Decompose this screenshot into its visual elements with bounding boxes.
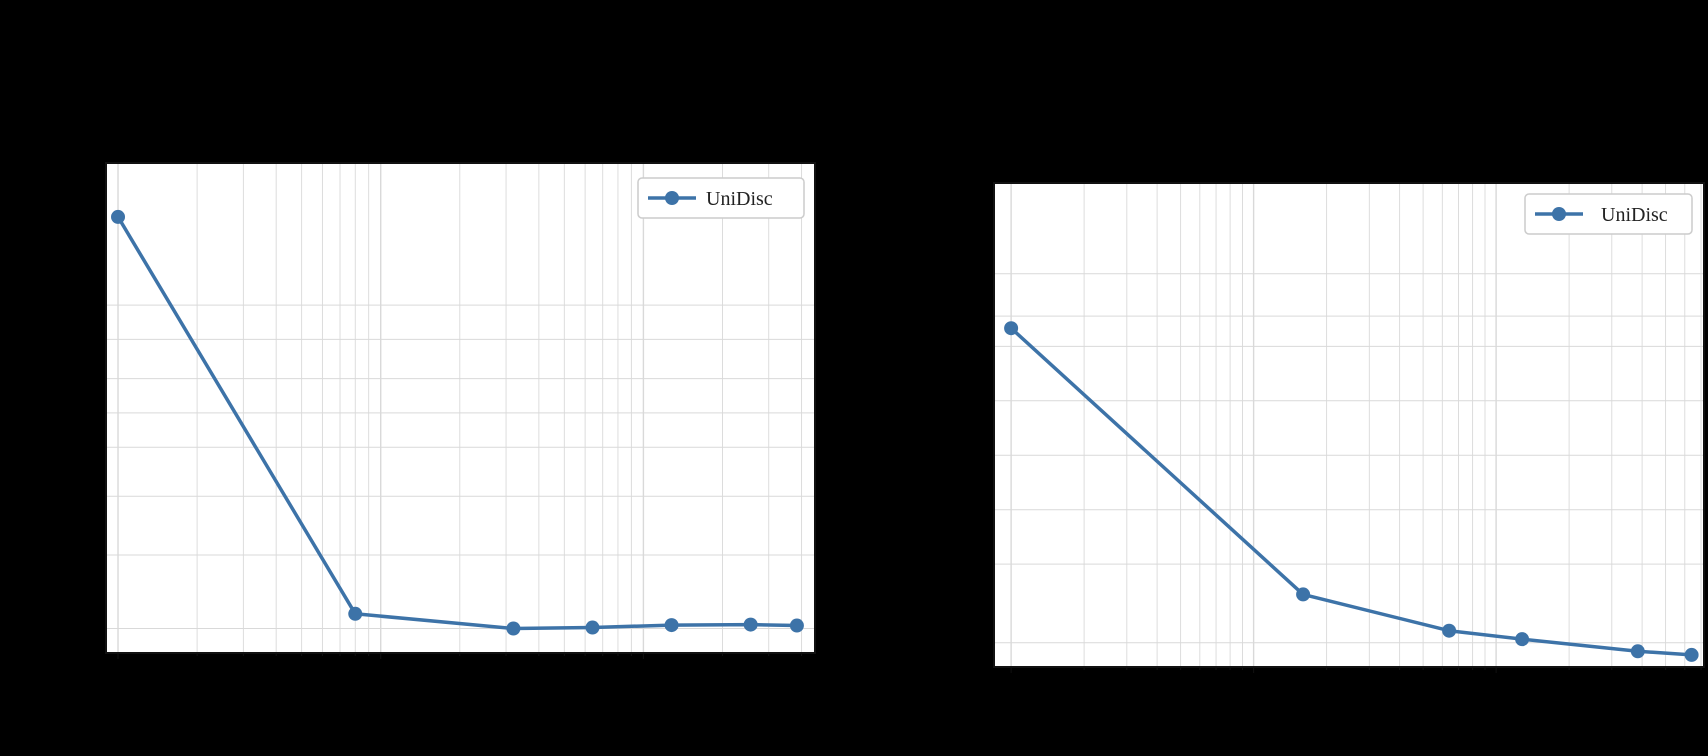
data-point	[1442, 623, 1457, 638]
data-point	[789, 618, 804, 633]
plot-area-left	[106, 163, 815, 653]
data-point	[348, 606, 363, 621]
series-left	[111, 209, 804, 636]
legend-label-right: UniDisc	[1601, 204, 1668, 226]
legend-box-left	[637, 177, 805, 219]
legend-right: UniDisc	[1524, 193, 1693, 235]
legend-marker-left	[665, 191, 679, 205]
plot-frame-right	[993, 182, 1705, 668]
legend-left: UniDisc	[637, 177, 805, 219]
legend-marker-right	[1552, 207, 1566, 221]
data-point	[1684, 647, 1699, 662]
data-point	[506, 621, 521, 636]
chart-left: UniDisc	[105, 162, 816, 659]
data-point	[1296, 587, 1311, 602]
series-right	[1004, 321, 1699, 662]
legend-label-left: UniDisc	[706, 188, 773, 210]
data-point	[111, 209, 126, 224]
data-point	[1630, 644, 1645, 659]
data-point	[1004, 321, 1019, 336]
legend-box-right	[1524, 193, 1693, 235]
grid-right	[994, 183, 1704, 673]
data-point	[743, 617, 758, 632]
plot-area-right	[994, 183, 1704, 667]
chart-right: UniDisc	[993, 182, 1705, 673]
plot-frame-left	[105, 162, 816, 654]
data-point	[664, 618, 679, 633]
series-line-unidisc	[1009, 326, 1692, 657]
data-point	[585, 620, 600, 635]
grid-left	[106, 163, 815, 659]
data-point	[1515, 632, 1530, 647]
